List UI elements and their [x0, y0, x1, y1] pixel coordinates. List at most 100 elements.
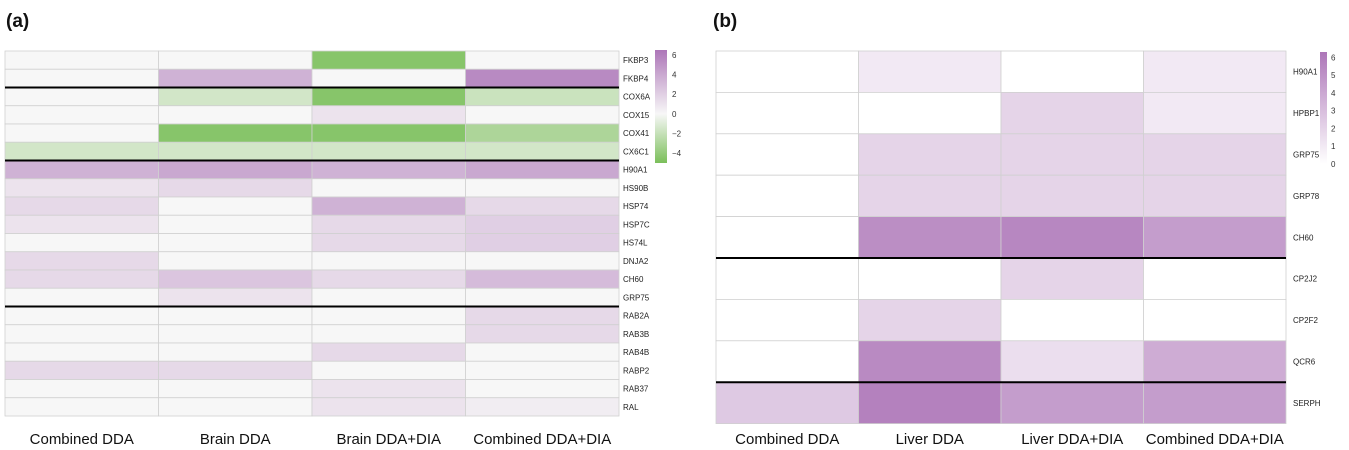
- heatmap-cell: [311, 306, 466, 326]
- column-label: Brain DDA: [200, 431, 271, 448]
- heatmap-cell: [4, 105, 159, 125]
- heatmap-cell: [465, 324, 620, 344]
- heatmap-cell: [858, 92, 1002, 135]
- row-label: GRP75: [1293, 151, 1320, 160]
- panel-label: (b): [713, 11, 737, 32]
- heatmap-cell: [1143, 298, 1287, 342]
- heatmap-cell: [858, 381, 1002, 425]
- heatmap-cell: [858, 216, 1002, 259]
- heatmap-cell: [465, 342, 620, 362]
- heatmap-cell: [311, 324, 466, 344]
- heatmap-cell: [4, 397, 159, 417]
- colorbar-tick-label: 2: [672, 90, 677, 99]
- heatmap-cell: [158, 141, 313, 161]
- row-label: RAB37: [623, 385, 649, 394]
- row-label: COX15: [623, 111, 650, 120]
- heatmap-cell: [4, 68, 159, 88]
- heatmap-cell: [858, 133, 1002, 176]
- heatmap-cell: [858, 50, 1002, 93]
- heatmap-cell: [311, 87, 466, 107]
- heatmap-cell: [715, 340, 859, 383]
- colorbar-tick-label: 4: [672, 71, 677, 80]
- colorbar-tick-label: 3: [1331, 107, 1336, 116]
- panel-label: (a): [6, 11, 29, 32]
- heatmap-cell: [4, 160, 159, 180]
- heatmap-cell: [1000, 92, 1144, 135]
- heatmap-cell: [1143, 92, 1287, 135]
- heatmap-cell: [311, 251, 466, 271]
- row-label: CH60: [623, 275, 644, 284]
- heatmap-cell: [1000, 298, 1144, 342]
- row-label: RAB2A: [623, 312, 650, 321]
- heatmap-cell: [1143, 381, 1287, 425]
- heatmap-cell: [465, 196, 620, 216]
- colorbar-tick-label: 2: [1331, 124, 1336, 133]
- heatmap-cell: [4, 214, 159, 234]
- heatmap-cell: [1000, 133, 1144, 176]
- heatmap-cell: [715, 257, 859, 300]
- row-label: CH60: [1293, 233, 1314, 242]
- colorbar-tick-label: 5: [1331, 71, 1336, 80]
- heatmap-cell: [715, 92, 859, 135]
- heatmap-cell: [311, 269, 466, 289]
- heatmap-cell: [158, 306, 313, 326]
- row-label: HSP74: [623, 202, 649, 211]
- heatmap-cell: [158, 50, 313, 70]
- heatmap-cell: [158, 269, 313, 289]
- heatmap-cell: [158, 233, 313, 253]
- heatmap-cell: [4, 251, 159, 271]
- row-label: HPBP1: [1293, 109, 1320, 118]
- column-label: Brain DDA+DIA: [336, 431, 441, 448]
- row-label: HSP7C: [623, 220, 650, 229]
- heatmap-cell: [858, 298, 1002, 342]
- heatmap-cell: [465, 251, 620, 271]
- row-label: RAB3B: [623, 330, 649, 339]
- heatmap-panel-a: (a) FKBP3 FKBP4 COX6A COX15 COX41 CX6C1 H90A1 HS…: [4, 11, 682, 448]
- heatmap-cell: [1143, 133, 1287, 176]
- heatmap-cell: [1143, 216, 1287, 259]
- column-label: Combined DDA: [735, 431, 839, 448]
- heatmap-cell: [4, 269, 159, 289]
- heatmap-cell: [311, 141, 466, 161]
- colorbar-tick-label: 0: [1331, 160, 1336, 169]
- heatmap-cell: [465, 214, 620, 234]
- heatmap-cell: [311, 50, 466, 70]
- heatmap-cell: [465, 233, 620, 253]
- heatmap-cell: [158, 342, 313, 362]
- heatmap-cell: [4, 342, 159, 362]
- heatmap-cell: [158, 68, 313, 88]
- heatmap-cell: [4, 178, 159, 198]
- heatmap-cell: [4, 233, 159, 253]
- heatmap-cell: [465, 287, 620, 307]
- heatmap-cell: [858, 174, 1002, 217]
- heatmap-cell: [311, 397, 466, 417]
- heatmap-cell: [158, 87, 313, 107]
- heatmap-cell: [311, 360, 466, 380]
- column-label: Liver DDA+DIA: [1021, 431, 1123, 448]
- heatmap-cell: [715, 133, 859, 176]
- heatmap-cell: [311, 105, 466, 125]
- colorbar-tick-label: 6: [672, 51, 677, 60]
- heatmap-cell: [158, 160, 313, 180]
- heatmap-cell: [715, 50, 859, 93]
- row-label: GRP78: [1293, 192, 1320, 201]
- row-label: HS74L: [623, 239, 648, 248]
- row-label: H90A1: [623, 166, 648, 175]
- heatmap-cell: [465, 306, 620, 326]
- heatmap-cell: [465, 178, 620, 198]
- column-label: Combined DDA: [30, 431, 134, 448]
- heatmap-cell: [465, 123, 620, 143]
- heatmap-cell: [158, 178, 313, 198]
- heatmap-cell: [4, 87, 159, 107]
- heatmap-cell: [158, 397, 313, 417]
- heatmap-cell: [465, 360, 620, 380]
- heatmap-cell: [1000, 174, 1144, 217]
- row-label: FKBP4: [623, 74, 649, 83]
- heatmap-cell: [465, 68, 620, 88]
- row-label: QCR6: [1293, 358, 1316, 367]
- column-label: Combined DDA+DIA: [473, 431, 611, 448]
- heatmap-cell: [4, 141, 159, 161]
- row-label: CP2F2: [1293, 316, 1318, 325]
- heatmap-cell: [1143, 340, 1287, 383]
- colorbar-tick-label: −2: [672, 130, 682, 139]
